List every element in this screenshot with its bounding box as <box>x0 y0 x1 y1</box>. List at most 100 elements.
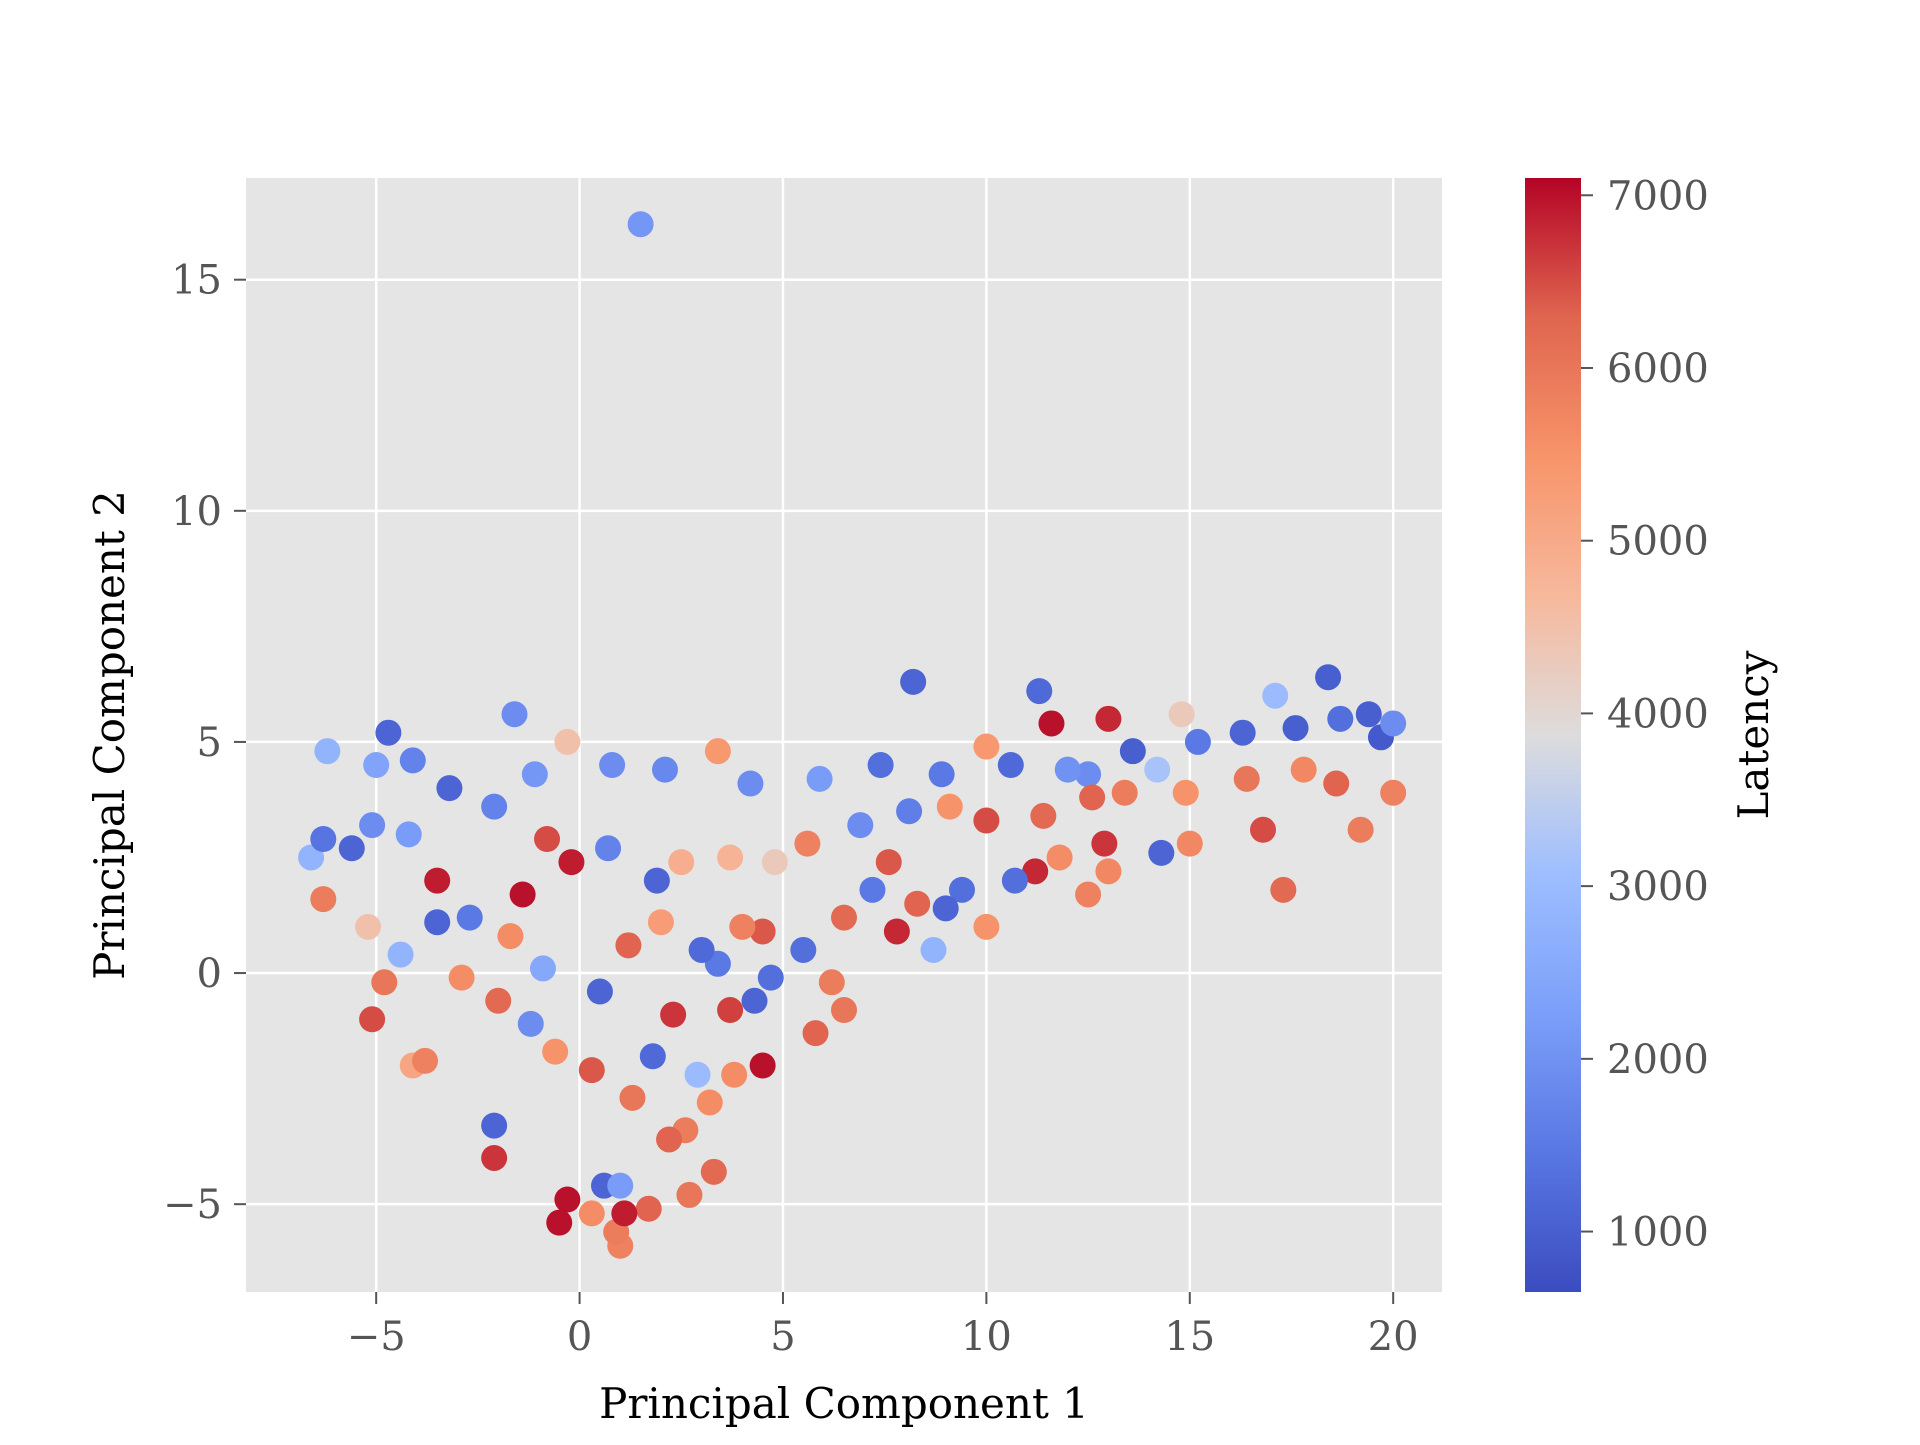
scatter-point <box>818 969 845 996</box>
scatter-points <box>298 211 1407 1259</box>
scatter-point <box>1075 761 1102 788</box>
scatter-point <box>1323 770 1350 797</box>
scatter-point <box>1172 779 1199 806</box>
scatter-point <box>1001 867 1028 894</box>
scatter-point <box>859 876 886 903</box>
scatter-point <box>501 701 528 728</box>
colorbar-tick-label: 3000 <box>1607 864 1709 910</box>
scatter-point <box>554 728 581 755</box>
x-tick-label: 15 <box>1164 1314 1215 1360</box>
scatter-point <box>1380 710 1407 737</box>
scatter-point <box>900 668 927 695</box>
scatter-point <box>558 849 585 876</box>
scatter-point <box>1079 784 1106 811</box>
colorbar-tick-label: 1000 <box>1607 1210 1709 1256</box>
scatter-point <box>363 752 390 779</box>
scatter-point <box>794 830 821 857</box>
scatter-point <box>1380 779 1407 806</box>
scatter-point <box>660 1001 687 1028</box>
y-tick-label: −5 <box>163 1182 222 1228</box>
scatter-point <box>481 793 508 820</box>
colorbar-ticks: 1000 2000 3000 4000 5000 6000 7000 <box>1581 173 1709 1256</box>
scatter-point <box>448 964 475 991</box>
scatter-point <box>904 890 931 917</box>
scatter-point <box>578 1057 605 1084</box>
scatter-point <box>1233 765 1260 792</box>
scatter-point <box>586 978 613 1005</box>
scatter-point <box>639 1043 666 1070</box>
scatter-point <box>717 844 744 871</box>
scatter-point <box>737 770 764 797</box>
scatter-point <box>1054 756 1081 783</box>
scatter-point <box>355 913 382 940</box>
scatter-point <box>1111 779 1138 806</box>
scatter-point <box>578 1200 605 1227</box>
y-axis-ticks: −5 0 5 10 15 <box>163 258 246 1228</box>
scatter-point <box>1290 756 1317 783</box>
scatter-point <box>1148 839 1175 866</box>
colorbar-tick-label: 6000 <box>1607 346 1709 392</box>
scatter-point <box>704 738 731 765</box>
scatter-point <box>424 909 451 936</box>
y-tick-label: 15 <box>171 258 222 304</box>
y-axis-label: Principal Component 2 <box>85 490 134 980</box>
y-tick-label: 10 <box>171 489 222 535</box>
scatter-point <box>932 895 959 922</box>
scatter-point <box>310 826 337 853</box>
scatter-point <box>1095 858 1122 885</box>
plot-background <box>246 178 1442 1292</box>
scatter-point <box>1091 830 1118 857</box>
scatter-point <box>387 941 414 968</box>
scatter-point <box>424 867 451 894</box>
colorbar-tick-label: 5000 <box>1607 519 1709 565</box>
scatter-point <box>717 997 744 1024</box>
scatter-point <box>761 849 788 876</box>
scatter-point <box>497 923 524 950</box>
scatter-point <box>615 932 642 959</box>
scatter-point <box>1315 664 1342 691</box>
scatter-point <box>647 909 674 936</box>
scatter-point <box>696 1089 723 1116</box>
scatter-point <box>847 812 874 839</box>
scatter-point <box>749 1052 776 1079</box>
scatter-point <box>652 756 679 783</box>
scatter-point <box>749 918 776 945</box>
colorbar-label: Latency <box>1729 650 1778 819</box>
scatter-point <box>1176 830 1203 857</box>
scatter-point <box>928 761 955 788</box>
scatter-point <box>529 955 556 982</box>
scatter-point <box>411 1047 438 1074</box>
scatter-point <box>546 1209 573 1236</box>
colorbar-tick-label: 7000 <box>1607 173 1709 219</box>
scatter-point <box>1026 678 1053 705</box>
scatter-point <box>359 812 386 839</box>
scatter-point <box>1327 705 1354 732</box>
scatter-point <box>896 798 923 825</box>
scatter-point <box>298 844 325 871</box>
scatter-point <box>973 913 1000 940</box>
scatter-point <box>456 904 483 931</box>
scatter-point <box>436 775 463 802</box>
x-tick-label: 5 <box>770 1314 795 1360</box>
colorbar <box>1525 178 1581 1292</box>
scatter-point <box>757 964 784 991</box>
scatter-point <box>1022 858 1049 885</box>
scatter-point <box>619 1084 646 1111</box>
scatter-point <box>607 1172 634 1199</box>
scatter-point <box>656 1126 683 1153</box>
scatter-point <box>1355 701 1382 728</box>
scatter-point <box>1046 844 1073 871</box>
scatter-point <box>1144 756 1171 783</box>
scatter-point <box>1184 728 1211 755</box>
scatter-point <box>554 1186 581 1213</box>
scatter-point <box>831 904 857 931</box>
scatter-point <box>1168 701 1195 728</box>
scatter-point <box>1347 816 1374 843</box>
scatter-point <box>802 1020 829 1047</box>
scatter-point <box>635 1195 662 1222</box>
scatter-point <box>997 752 1024 779</box>
scatter-point <box>875 849 902 876</box>
scatter-point <box>643 867 670 894</box>
